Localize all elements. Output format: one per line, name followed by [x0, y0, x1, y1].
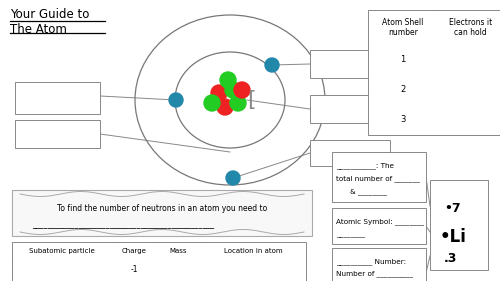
FancyBboxPatch shape — [430, 180, 488, 270]
Text: 3: 3 — [400, 115, 406, 124]
Circle shape — [234, 82, 250, 98]
FancyBboxPatch shape — [12, 190, 312, 236]
Text: Number of __________: Number of __________ — [336, 270, 413, 277]
Circle shape — [225, 82, 241, 98]
Text: -1: -1 — [130, 264, 138, 273]
Circle shape — [169, 93, 183, 107]
Text: ___________: The: ___________: The — [336, 162, 394, 169]
FancyBboxPatch shape — [15, 82, 100, 114]
Text: To find the number of neutrons in an atom you need to: To find the number of neutrons in an ato… — [57, 204, 267, 213]
Text: 2: 2 — [400, 85, 406, 94]
Text: Atomic Symbol: ________: Atomic Symbol: ________ — [336, 218, 424, 225]
FancyBboxPatch shape — [332, 152, 426, 202]
Text: Your Guide to
The Atom: Your Guide to The Atom — [10, 8, 90, 36]
Circle shape — [230, 95, 246, 111]
Text: Location in atom: Location in atom — [224, 248, 282, 254]
Circle shape — [211, 85, 227, 101]
Circle shape — [217, 99, 233, 115]
FancyBboxPatch shape — [310, 140, 390, 166]
Text: __________ Number:: __________ Number: — [336, 258, 406, 265]
Text: •Li: •Li — [440, 228, 467, 246]
Text: .3: .3 — [444, 252, 458, 265]
FancyBboxPatch shape — [310, 50, 405, 78]
Text: Mass: Mass — [169, 248, 187, 254]
FancyBboxPatch shape — [368, 10, 500, 135]
Text: •7: •7 — [444, 202, 460, 215]
Text: Charge: Charge — [122, 248, 146, 254]
FancyBboxPatch shape — [332, 248, 426, 281]
Circle shape — [204, 95, 220, 111]
Text: ________: ________ — [336, 232, 365, 238]
Circle shape — [226, 171, 240, 185]
Text: Subatomic particle: Subatomic particle — [29, 248, 95, 254]
Text: Atom Shell
number: Atom Shell number — [382, 18, 424, 37]
FancyBboxPatch shape — [15, 120, 100, 148]
Text: 1: 1 — [400, 56, 406, 65]
Circle shape — [265, 58, 279, 72]
FancyBboxPatch shape — [12, 242, 306, 281]
FancyBboxPatch shape — [310, 95, 405, 123]
Text: & ________: & ________ — [350, 188, 387, 195]
Text: [: [ — [247, 90, 256, 110]
Text: total number of _______: total number of _______ — [336, 175, 420, 182]
Text: Electrons it
can hold: Electrons it can hold — [449, 18, 492, 37]
Text: _______________________________________________: ________________________________________… — [32, 220, 214, 229]
Circle shape — [220, 72, 236, 88]
FancyBboxPatch shape — [332, 208, 426, 244]
